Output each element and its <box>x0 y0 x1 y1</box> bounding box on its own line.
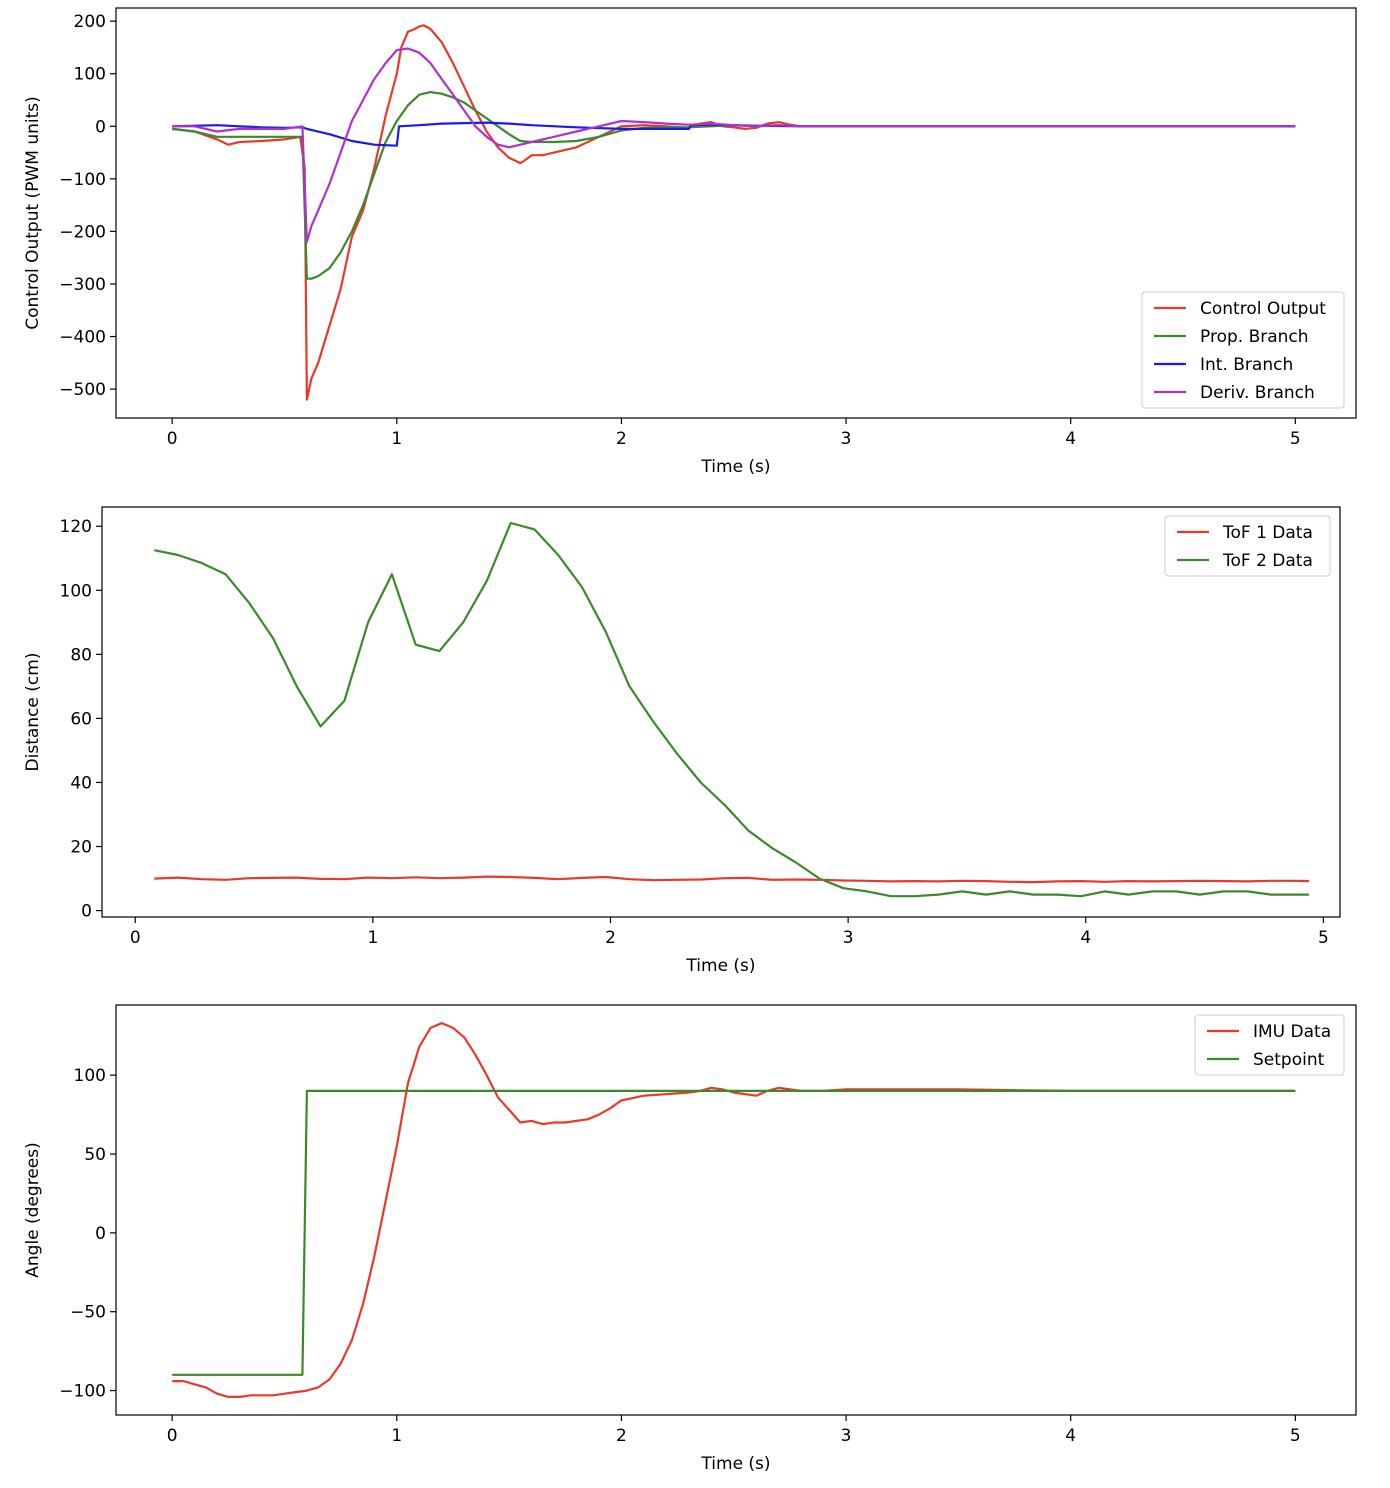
legend-entry: ToF 2 Data <box>1222 551 1313 571</box>
x-tick-label: 5 <box>1290 1426 1301 1446</box>
legend-entry: Control Output <box>1200 299 1326 319</box>
legend-entry: IMU Data <box>1253 1022 1331 1042</box>
y-tick-label: −50 <box>70 1303 106 1323</box>
series-line-1 <box>172 1021 1296 1399</box>
x-tick-label: 1 <box>391 1426 402 1446</box>
y-tick-label: 200 <box>74 12 106 32</box>
y-tick-label: 50 <box>84 1145 106 1165</box>
y-tick-label: 0 <box>95 117 106 137</box>
series-line-2 <box>172 90 1296 280</box>
y-tick-label: 120 <box>60 517 92 537</box>
y-tick-label: −500 <box>59 380 106 400</box>
y-tick-label: 0 <box>81 902 92 922</box>
legend-entry: Setpoint <box>1253 1050 1325 1070</box>
y-axis-label: Control Output (PWM units) <box>23 96 43 330</box>
series-line-2 <box>172 1089 1296 1376</box>
x-tick-label: 1 <box>367 928 378 948</box>
legend-entry: Int. Branch <box>1200 355 1293 375</box>
axes-frame <box>101 506 1341 918</box>
y-tick-label: 40 <box>70 773 92 793</box>
legend: IMU Data Setpoint <box>1194 1014 1345 1076</box>
y-tick-label: −300 <box>59 275 106 295</box>
x-tick-label: 5 <box>1318 928 1329 948</box>
y-tick-label: 60 <box>70 709 92 729</box>
axes-frame <box>115 7 1357 419</box>
y-axis-label: Angle (degrees) <box>23 1142 43 1277</box>
x-axis-label: Time (s) <box>700 457 770 477</box>
y-tick-label: 20 <box>70 838 92 858</box>
x-tick-label: 2 <box>616 429 627 449</box>
x-tick-label: 3 <box>841 429 852 449</box>
series-line-2 <box>154 521 1310 898</box>
series-line-1 <box>172 24 1296 401</box>
x-tick-label: 0 <box>167 1426 178 1446</box>
y-tick-label: 100 <box>74 1066 106 1086</box>
plot-area <box>172 24 1296 401</box>
legend-box <box>1141 291 1345 409</box>
legend: ToF 1 Data ToF 2 Data <box>1164 515 1331 577</box>
x-tick-label: 4 <box>1080 928 1091 948</box>
x-axis-label: Time (s) <box>685 956 755 976</box>
x-tick-label: 0 <box>167 429 178 449</box>
x-axis-label: Time (s) <box>700 1454 770 1474</box>
x-tick-label: 4 <box>1065 1426 1076 1446</box>
legend-entry: ToF 1 Data <box>1222 523 1313 543</box>
chart-1: 0 1 2 3 4 5 −500 −400 −300 −200 −100 0 100 200 Time (s… <box>23 7 1357 477</box>
chart-3: 0 1 2 3 4 5 −100 −50 0 50 100 Time (s) Angle (degree… <box>23 1004 1357 1474</box>
x-tick-label: 5 <box>1290 429 1301 449</box>
chart-2: 0 1 2 3 4 5 0 20 40 60 80 100 120 Time (s) Distance (c… <box>23 506 1341 976</box>
x-tick-label: 3 <box>843 928 854 948</box>
legend-entry: Deriv. Branch <box>1200 383 1315 403</box>
y-tick-label: −100 <box>59 1382 106 1402</box>
y-tick-label: −100 <box>59 170 106 190</box>
y-tick-label: 100 <box>60 581 92 601</box>
x-tick-label: 2 <box>616 1426 627 1446</box>
y-tick-label: 100 <box>74 65 106 85</box>
legend: Control Output Prop. Branch Int. Branch Der… <box>1141 291 1345 409</box>
y-tick-label: −400 <box>59 328 106 348</box>
y-tick-label: 80 <box>70 645 92 665</box>
y-tick-label: 0 <box>95 1224 106 1244</box>
x-tick-label: 0 <box>130 928 141 948</box>
axes-frame <box>115 1004 1357 1416</box>
legend-entry: Prop. Branch <box>1200 327 1309 347</box>
x-tick-label: 3 <box>841 1426 852 1446</box>
y-axis-label: Distance (cm) <box>23 653 43 772</box>
plot-area <box>154 521 1310 898</box>
series-line-1 <box>154 875 1310 884</box>
x-tick-label: 4 <box>1065 429 1076 449</box>
x-tick-label: 1 <box>391 429 402 449</box>
y-tick-label: −200 <box>59 222 106 242</box>
plot-area <box>172 1021 1296 1399</box>
x-tick-label: 2 <box>605 928 616 948</box>
series-line-4 <box>172 47 1296 243</box>
